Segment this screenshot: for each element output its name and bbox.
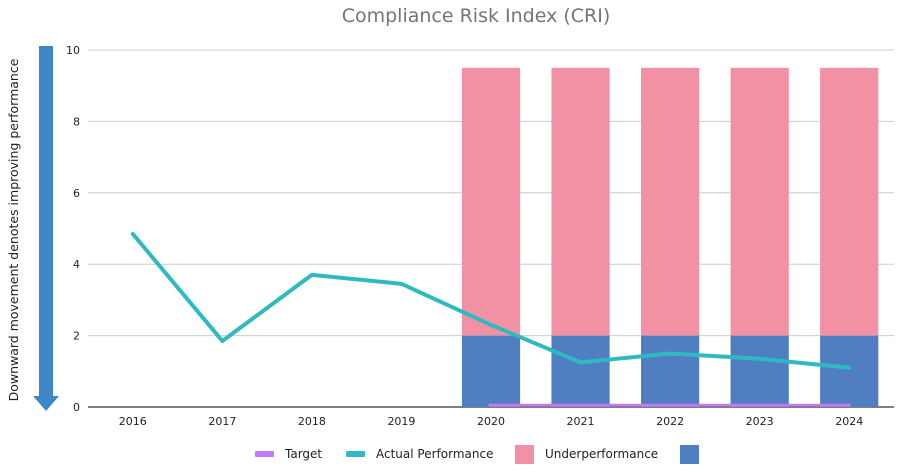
- bar-segment: [551, 335, 610, 407]
- x-tick-label: 2021: [567, 415, 595, 428]
- y-tick-label: 10: [66, 44, 80, 57]
- x-tick-label: 2024: [835, 415, 863, 428]
- x-tick-label: 2023: [746, 415, 774, 428]
- y-tick-label: 0: [73, 401, 80, 414]
- x-tick-label: 2017: [208, 415, 236, 428]
- legend-label: Target: [284, 447, 322, 461]
- direction-label: Downward movement denotes improving perf…: [6, 58, 21, 401]
- legend-swatch: [680, 445, 699, 464]
- chart-title: Compliance Risk Index (CRI): [342, 5, 611, 27]
- bar-segment: [461, 335, 521, 407]
- direction-indicator: Downward movement denotes improving perf…: [6, 46, 59, 411]
- legend-swatch: [346, 451, 365, 457]
- direction-arrow-head: [33, 396, 59, 411]
- y-tick-label: 8: [73, 115, 80, 128]
- legend: Target Actual Performance Underperformance: [255, 445, 699, 464]
- series-line: [130, 231, 852, 370]
- bar-segment: [820, 67, 879, 336]
- bars: [461, 67, 879, 407]
- x-tick-label: 2020: [477, 415, 505, 428]
- legend-swatch: [255, 451, 274, 457]
- legend-label: Actual Performance: [376, 447, 493, 461]
- y-tick-label: 2: [73, 330, 80, 343]
- x-tick-label: 2022: [656, 415, 684, 428]
- bar-segment: [730, 67, 789, 336]
- x-axis: 2016 2017 2018 2019 2020 2021 2022 2023 2024: [119, 415, 863, 428]
- y-tick-label: 6: [73, 187, 80, 200]
- x-tick-label: 2019: [387, 415, 415, 428]
- bar-segment: [820, 335, 879, 407]
- bar-segment: [551, 67, 610, 336]
- bar-segment: [641, 335, 700, 407]
- y-axis: 0 2 4 6 8 10: [66, 44, 80, 414]
- bar-segment: [730, 335, 789, 407]
- x-tick-label: 2018: [298, 415, 326, 428]
- legend-swatch: [515, 445, 534, 464]
- bar-segment: [461, 67, 521, 336]
- bar-segment: [641, 67, 700, 336]
- lines: [130, 231, 852, 407]
- x-tick-label: 2016: [119, 415, 147, 428]
- direction-arrow-shaft: [39, 46, 53, 396]
- legend-label: Underperformance: [545, 447, 658, 461]
- y-tick-label: 4: [73, 258, 80, 271]
